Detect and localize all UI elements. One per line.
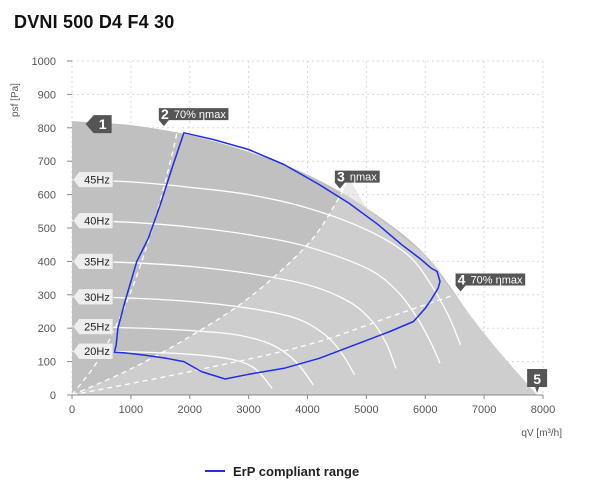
x-tick-label: 4000 — [295, 404, 319, 416]
speed-label-tag: 25Hz — [72, 318, 114, 335]
marker-number: 2 — [161, 106, 169, 122]
x-tick-label: 1000 — [119, 404, 143, 416]
speed-label-tag: 40Hz — [72, 212, 114, 229]
y-tick-label: 300 — [38, 290, 56, 302]
y-tick-label: 1000 — [32, 56, 56, 68]
y-tick-label: 100 — [38, 357, 56, 369]
marker-bg — [158, 108, 229, 127]
marker-number: 5 — [533, 371, 541, 387]
x-tick-label: 7000 — [472, 404, 496, 416]
legend-label-erp: ErP compliant range — [233, 463, 360, 479]
y-tick-label: 900 — [38, 89, 56, 101]
marker-2: 2 70% ηmax — [158, 106, 229, 127]
speed-labels: 45Hz 40Hz 35Hz 30Hz 25Hz 20Hz — [72, 171, 114, 360]
marker-number: 1 — [99, 116, 107, 132]
speed-label-45Hz: 45Hz — [84, 175, 110, 187]
marker-number: 4 — [458, 271, 466, 287]
speed-curve-35Hz — [71, 260, 397, 369]
x-tick-label: 5000 — [354, 404, 378, 416]
speed-label-25Hz: 25Hz — [84, 322, 110, 334]
marker-bg — [85, 115, 112, 134]
marker-3: 3 ηmax — [334, 169, 380, 189]
y-tick-label: 200 — [38, 323, 56, 335]
y-tick-label: 500 — [38, 223, 56, 235]
y-tick-label: 700 — [38, 156, 56, 168]
speed-label-bg — [72, 288, 114, 306]
operating-areas — [72, 121, 538, 395]
efficiency-line-4 — [71, 294, 455, 396]
speed-label-tag: 30Hz — [72, 288, 114, 306]
speed-label-tag: 20Hz — [72, 342, 114, 360]
high-flow-region — [72, 177, 538, 395]
speed-label-tag: 45Hz — [72, 171, 114, 188]
y-tick-label: 600 — [38, 190, 56, 202]
x-tick-label: 3000 — [236, 404, 260, 416]
legend: ErP compliant range — [205, 462, 359, 480]
fan-curve-chart: 0 100 200 300 400 500 600 700 800 900 1000 0 1000 200… — [10, 56, 562, 439]
speed-curve-25Hz — [71, 325, 314, 386]
x-tick-label: 6000 — [413, 404, 437, 416]
marker-bg — [527, 369, 548, 393]
speed-curve-20Hz — [71, 350, 273, 389]
speed-curves — [71, 178, 462, 389]
speed-label-30Hz: 30Hz — [84, 292, 110, 304]
speed-label-bg — [72, 253, 114, 270]
marker-1: 1 — [85, 115, 112, 134]
marker-bg — [334, 170, 380, 189]
speed-label-bg — [72, 342, 114, 360]
y-tick-label: 0 — [50, 390, 56, 402]
marker-label: ηmax — [350, 172, 377, 184]
legend-swatch-erp — [205, 470, 225, 472]
x-axis-label: qV [m³/h] — [521, 428, 562, 439]
axes: 0 100 200 300 400 500 600 700 800 900 1000 0 1000 200… — [32, 56, 556, 416]
speed-label-bg — [72, 171, 114, 188]
speed-label-bg — [72, 318, 114, 335]
x-tick-label: 8000 — [531, 404, 555, 416]
efficiency-line-3 — [71, 177, 350, 396]
speed-label-20Hz: 20Hz — [84, 346, 110, 358]
x-tick-label: 2000 — [178, 404, 202, 416]
speed-label-40Hz: 40Hz — [84, 216, 110, 228]
point-markers: 1 2 70% ηmax 3 ηmax 4 70% ηmax 5 — [85, 106, 548, 393]
marker-4: 4 70% ηmax — [455, 271, 526, 292]
speed-label-bg — [72, 212, 114, 229]
y-axis-label: psf [Pa] — [10, 83, 21, 117]
y-tick-label: 400 — [38, 256, 56, 268]
speed-curve-30Hz — [71, 296, 356, 376]
marker-5: 5 — [527, 369, 548, 393]
chart-title: DVNI 500 D4 F4 30 — [14, 12, 175, 32]
speed-curve-45Hz — [71, 178, 462, 346]
speed-label-35Hz: 35Hz — [84, 256, 110, 268]
speed-curve-40Hz — [71, 220, 441, 364]
erp-range — [113, 132, 441, 380]
marker-bg — [455, 273, 526, 292]
y-tick-label: 800 — [38, 123, 56, 135]
erp-compliant-range — [113, 132, 441, 380]
speed-label-tag: 35Hz — [72, 253, 114, 270]
marker-number: 3 — [337, 169, 345, 185]
marker-label: 70% ηmax — [471, 274, 523, 286]
marker-label: 70% ηmax — [174, 109, 226, 121]
x-tick-label: 0 — [69, 404, 75, 416]
